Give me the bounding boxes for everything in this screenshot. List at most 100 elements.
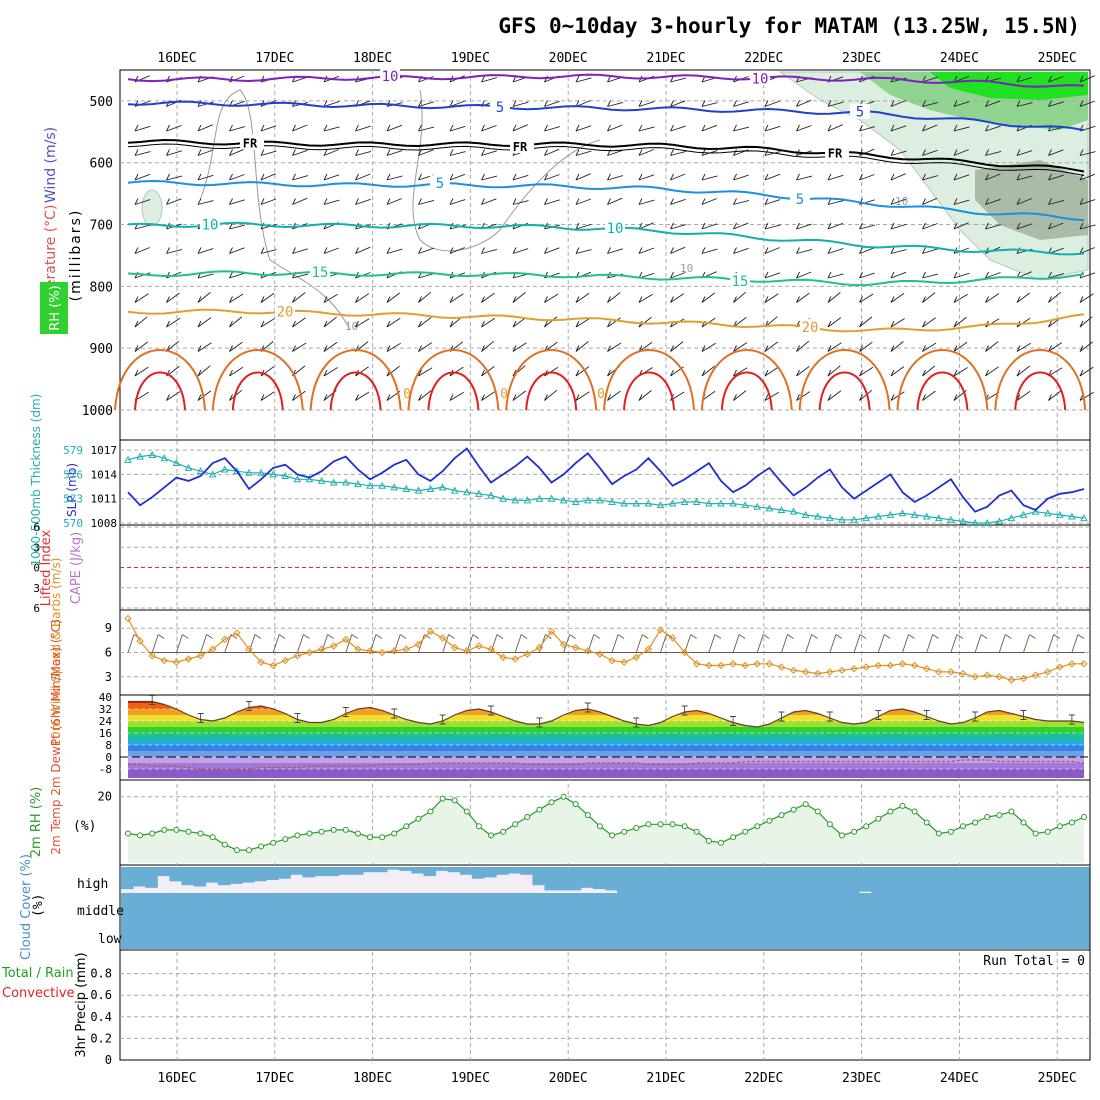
cloud-bar (629, 893, 642, 921)
cloud-bar (774, 921, 787, 949)
rh2m-point (233, 847, 240, 854)
cloud-bar (895, 921, 908, 949)
surface-temperature-contour (309, 349, 402, 411)
wind-barb-feather (764, 296, 769, 303)
wind-barb-feather (449, 149, 454, 156)
wind-barb (890, 223, 907, 230)
wind-barb-feather (229, 271, 233, 279)
wind-barb-feather (827, 394, 832, 401)
thickness-point (354, 480, 362, 488)
wind-barb (323, 149, 339, 156)
rh2m-point (681, 823, 688, 830)
wind-barb-feather (323, 247, 328, 254)
wind-barb (859, 341, 873, 352)
wind-barb (985, 100, 1001, 107)
wind-barb-feather (890, 198, 895, 205)
cloud-bar (556, 921, 570, 949)
thickness-point (1019, 510, 1028, 518)
cloud-bar (980, 893, 993, 921)
cloud-bar (508, 867, 521, 874)
wind-barb-feather (386, 320, 391, 328)
thickness-point (729, 499, 737, 507)
wind-barb-feather (449, 198, 454, 205)
wind-barb (134, 366, 149, 377)
wind-barb-feather (670, 198, 674, 205)
wind-barb (292, 317, 306, 328)
wind-barb (229, 126, 246, 132)
wind-barb (796, 175, 813, 181)
rh2m-point (306, 830, 313, 837)
wind-barb-feather (386, 296, 391, 303)
wind-barb (575, 150, 592, 156)
wind-barb (922, 317, 936, 328)
wind-barb (449, 199, 466, 205)
wind-barb (1079, 224, 1096, 230)
wind-barb (575, 366, 590, 377)
wind-barb (985, 341, 999, 352)
wind-barb-feather (260, 149, 265, 156)
wind-barb-feather (953, 198, 958, 205)
wind-barb (134, 247, 150, 254)
wind-barb (323, 126, 340, 132)
cloud-bar (363, 867, 376, 873)
wind10m-point (632, 653, 640, 662)
wind-barb (418, 149, 434, 156)
wind-barb-feather (292, 345, 296, 352)
wind-barb-feather (323, 173, 328, 181)
wind-barb (701, 124, 718, 132)
cloud-bar (726, 893, 739, 921)
wind-barb-feather (229, 320, 233, 328)
rh2m-point (621, 828, 628, 835)
surface-contour-label: 0 (500, 387, 508, 402)
cloud-bar (689, 893, 703, 921)
wind10m-point (935, 668, 943, 676)
wind-barb (512, 124, 528, 132)
cloud-unit-label: (%) (31, 894, 46, 917)
cloud-bar (447, 867, 461, 873)
thickness-point (523, 496, 532, 504)
rh2m-point (342, 826, 349, 833)
wind-barb (575, 341, 589, 352)
wind10m-barb-feather (448, 634, 455, 639)
rh2m-point (1008, 808, 1015, 815)
rh2m-point (972, 819, 979, 826)
wind10m-point (947, 668, 955, 676)
wind10m-barb (926, 634, 934, 653)
thickness-point (390, 483, 399, 491)
li-tick-label: 3 (33, 541, 40, 554)
wind-barb (922, 124, 938, 132)
rh2m-point (911, 808, 918, 815)
wind10m-barb-feather (496, 634, 504, 639)
wind-barb-feather (260, 394, 265, 401)
wind-barb (953, 174, 970, 181)
cloud-bar (907, 893, 921, 921)
cloud-bar (217, 867, 231, 886)
wind10m-point (680, 648, 689, 657)
wind-barb (512, 174, 529, 181)
rh2m-point (996, 812, 1003, 819)
wind-barb (701, 198, 717, 205)
wind-barb (985, 366, 999, 377)
wind10m-barb (829, 634, 837, 653)
date-label-bottom: 17DEC (255, 1071, 294, 1086)
wind-barb-feather (512, 369, 517, 377)
cloud-bar (217, 921, 231, 949)
wind-barb (1079, 293, 1094, 303)
thickness-point (971, 518, 979, 526)
wind-barb (544, 148, 560, 156)
rh2m-point (1020, 819, 1027, 826)
wind10m-point (826, 668, 834, 676)
wind-barb-feather (638, 247, 643, 254)
wind-barb-feather (418, 320, 422, 328)
wind-barb-feather (890, 320, 895, 328)
cloud-bar (1004, 893, 1017, 921)
wind-barb-feather (418, 369, 422, 377)
wind-barb (827, 342, 842, 352)
cloud-bar (302, 867, 316, 878)
surface-temperature-contour (916, 371, 969, 411)
wind-barb-feather (701, 345, 706, 352)
wind-barb-feather (197, 198, 202, 205)
wind-barb (229, 199, 245, 205)
wind10m-barb (272, 634, 280, 653)
wind-barb (260, 318, 275, 328)
